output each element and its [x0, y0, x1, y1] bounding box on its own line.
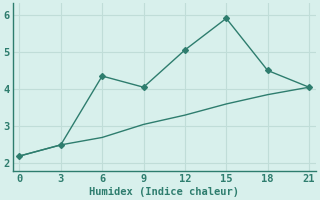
X-axis label: Humidex (Indice chaleur): Humidex (Indice chaleur) [89, 186, 239, 197]
